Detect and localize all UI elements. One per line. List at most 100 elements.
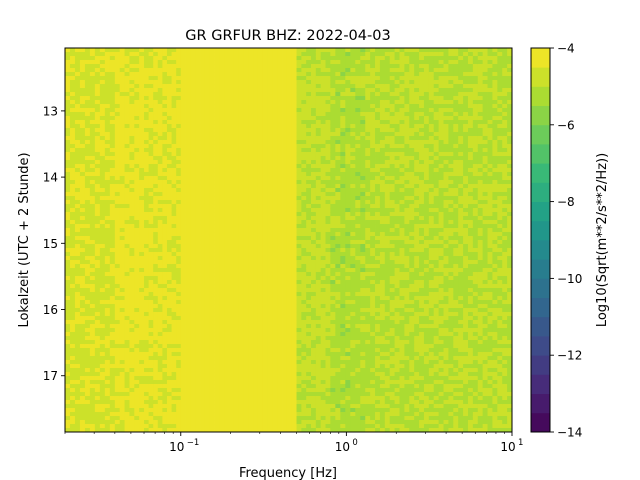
heatmap-cell [129, 424, 135, 429]
heatmap-cell [171, 208, 177, 213]
heatmap-cell [296, 360, 302, 365]
heatmap-cell [180, 268, 186, 273]
heatmap-cell [277, 232, 283, 237]
heatmap-cell [153, 416, 159, 421]
heatmap-cell [69, 128, 76, 133]
heatmap-cell [204, 304, 211, 309]
heatmap-cell [209, 112, 215, 117]
heatmap-cell [171, 188, 177, 193]
heatmap-cell [144, 356, 150, 361]
heatmap-cell [267, 56, 273, 61]
heatmap-cell [65, 72, 71, 77]
heatmap-cell [84, 376, 91, 381]
heatmap-cell [262, 388, 268, 393]
heatmap-cell [148, 180, 154, 185]
heatmap-cell [286, 348, 293, 353]
heatmap-cell [89, 376, 96, 381]
heatmap-cell [243, 172, 249, 177]
heatmap-cell [69, 276, 76, 281]
heatmap-cell [272, 416, 278, 421]
heatmap-cell [282, 352, 288, 357]
heatmap-cell [200, 276, 206, 281]
heatmap-cell [195, 392, 201, 397]
heatmap-cell [282, 312, 288, 317]
heatmap-cell [301, 132, 307, 137]
heatmap-cell [74, 424, 81, 429]
heatmap-cell [157, 120, 163, 125]
heatmap-cell [148, 428, 154, 433]
heatmap-cell [109, 228, 116, 233]
heatmap-cell [129, 168, 135, 173]
heatmap-cell [224, 292, 230, 297]
heatmap-cell [114, 88, 121, 93]
heatmap-cell [65, 180, 71, 185]
heatmap-cell [224, 240, 230, 245]
heatmap-cell [180, 380, 186, 385]
heatmap-cell [119, 180, 125, 185]
heatmap-cell [176, 280, 182, 285]
heatmap-cell [262, 64, 268, 69]
heatmap-cell [190, 144, 196, 149]
heatmap-cell [296, 340, 302, 345]
heatmap-cell [157, 224, 163, 229]
heatmap-cell [286, 80, 293, 85]
heatmap-cell [129, 228, 135, 233]
heatmap-cell [229, 120, 235, 125]
heatmap-cell [79, 180, 86, 185]
heatmap-cell [65, 372, 71, 377]
heatmap-cell [171, 152, 177, 157]
heatmap-cell [109, 308, 116, 313]
heatmap-cell [224, 124, 230, 129]
heatmap-cell [214, 348, 220, 353]
heatmap-cell [114, 220, 121, 225]
heatmap-cell [171, 276, 177, 281]
heatmap-cell [248, 352, 254, 357]
heatmap-cell [185, 164, 191, 169]
heatmap-cell [190, 68, 196, 73]
heatmap-cell [311, 264, 317, 269]
heatmap-cell [306, 428, 312, 433]
heatmap-cell [119, 236, 125, 241]
heatmap-cell [166, 112, 172, 117]
heatmap-cell [84, 80, 91, 85]
heatmap-cell [185, 184, 191, 189]
heatmap-cell [190, 408, 196, 413]
heatmap-cell [291, 88, 297, 93]
heatmap-cell [248, 388, 254, 393]
heatmap-cell [243, 228, 249, 233]
heatmap-cell [253, 300, 259, 305]
heatmap-cell [109, 136, 116, 141]
heatmap-cell [291, 116, 297, 121]
heatmap-cell [119, 404, 125, 409]
heatmap-cell [99, 220, 106, 225]
heatmap-cell [306, 232, 312, 237]
heatmap-cell [277, 192, 283, 197]
heatmap-cell [257, 180, 264, 185]
heatmap-cell [124, 304, 130, 309]
heatmap-cell [99, 292, 106, 297]
heatmap-cell [190, 136, 196, 141]
heatmap-cell [253, 284, 259, 289]
heatmap-cell [162, 344, 168, 349]
heatmap-cell [306, 152, 312, 157]
heatmap-cell [94, 336, 101, 341]
heatmap-cell [114, 340, 121, 345]
heatmap-cell [233, 184, 240, 189]
heatmap-cell [166, 200, 172, 205]
heatmap-cell [104, 80, 111, 85]
heatmap-cell [180, 56, 186, 61]
heatmap-cell [214, 308, 220, 313]
heatmap-cell [153, 160, 159, 165]
heatmap-cell [166, 128, 172, 133]
heatmap-cell [291, 48, 297, 53]
heatmap-cell [296, 292, 302, 297]
heatmap-cell [204, 356, 211, 361]
heatmap-cell [224, 56, 230, 61]
heatmap-cell [282, 204, 288, 209]
heatmap-cell [148, 304, 154, 309]
heatmap-cell [153, 252, 159, 257]
heatmap-cell [200, 356, 206, 361]
heatmap-cell [233, 296, 240, 301]
heatmap-cell [306, 336, 312, 341]
heatmap-cell [200, 172, 206, 177]
